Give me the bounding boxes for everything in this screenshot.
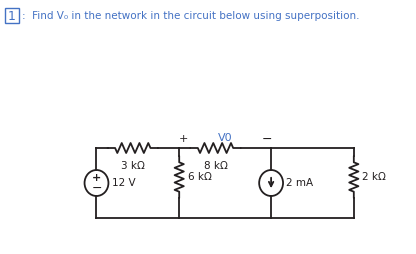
Text: +: + — [179, 134, 188, 144]
Text: +: + — [92, 172, 101, 183]
Text: 1: 1 — [8, 9, 16, 23]
Text: −: − — [261, 133, 272, 146]
Text: 2 kΩ: 2 kΩ — [362, 172, 386, 182]
Text: 6 kΩ: 6 kΩ — [188, 172, 212, 182]
FancyBboxPatch shape — [5, 8, 19, 23]
Text: 8 kΩ: 8 kΩ — [203, 161, 228, 171]
Text: −: − — [91, 182, 102, 195]
Text: V0: V0 — [218, 133, 233, 143]
Text: 3 kΩ: 3 kΩ — [121, 161, 145, 171]
Text: :  Find V₀ in the network in the circuit below using superposition.: : Find V₀ in the network in the circuit … — [22, 11, 359, 21]
Text: 12 V: 12 V — [112, 178, 136, 188]
Text: 2 mA: 2 mA — [286, 178, 313, 188]
